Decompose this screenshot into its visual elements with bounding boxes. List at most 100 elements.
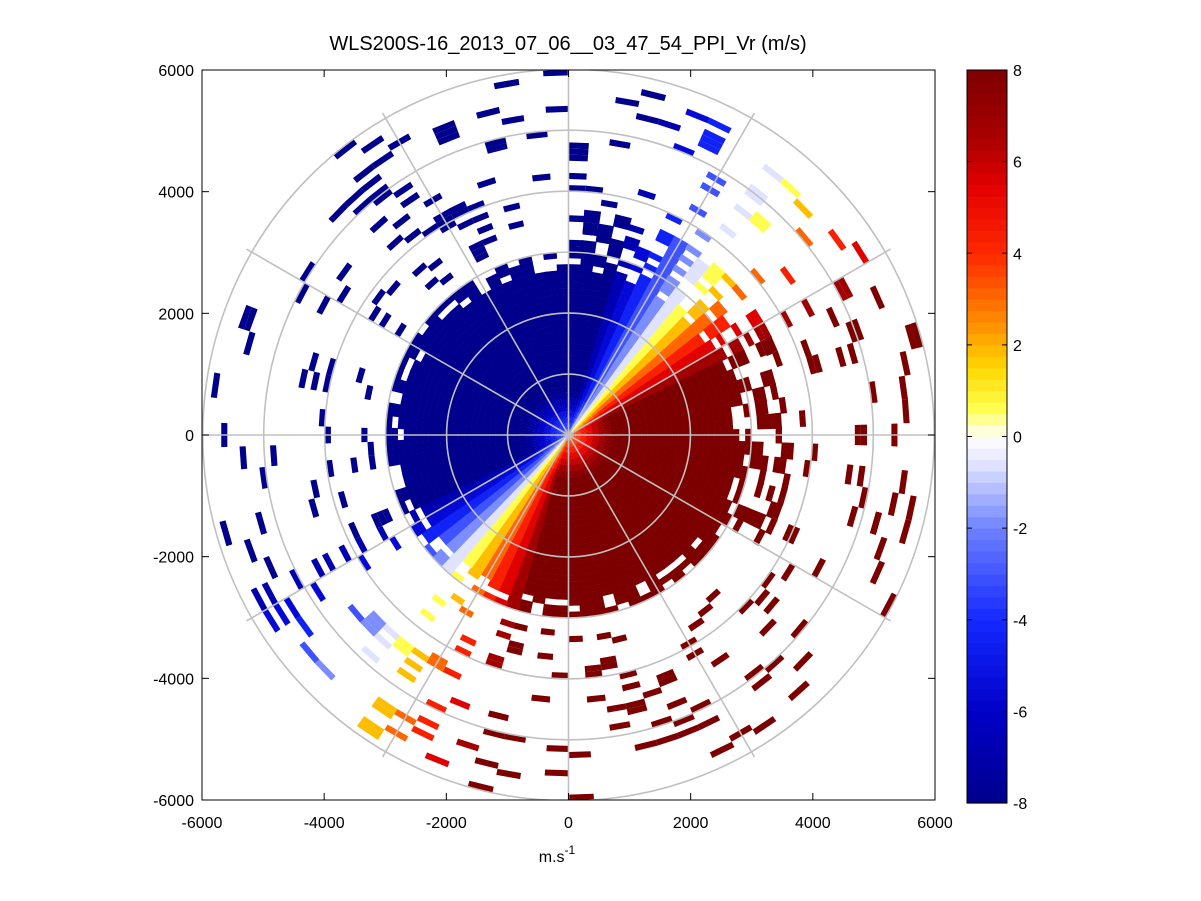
velocity-cell xyxy=(568,489,573,497)
velocity-cell xyxy=(547,499,555,507)
velocity-cell xyxy=(541,455,548,462)
velocity-cell xyxy=(704,339,717,354)
velocity-cell xyxy=(584,351,593,359)
colorbar-segment xyxy=(967,734,1007,747)
velocity-cell xyxy=(578,585,591,594)
colorbar-segment xyxy=(967,138,1007,151)
velocity-cell xyxy=(856,465,866,487)
velocity-cell xyxy=(756,441,764,457)
velocity-cell xyxy=(493,596,509,608)
velocity-cell xyxy=(567,611,582,619)
velocity-cell xyxy=(415,418,424,430)
velocity-cell xyxy=(792,651,814,672)
velocity-cell xyxy=(550,307,561,315)
velocity-cell xyxy=(664,492,675,504)
velocity-cell xyxy=(585,412,592,419)
velocity-cell xyxy=(609,237,626,248)
velocity-cell xyxy=(554,406,559,414)
colorbar-segment xyxy=(967,299,1007,312)
velocity-cell xyxy=(451,206,470,220)
velocity-cell xyxy=(635,278,650,291)
velocity-cell xyxy=(518,255,533,266)
velocity-cell xyxy=(546,459,553,467)
velocity-cell xyxy=(750,441,758,456)
velocity-cell xyxy=(586,450,593,456)
colorbar-segment xyxy=(967,195,1007,209)
velocity-cell xyxy=(449,696,471,710)
velocity-cell xyxy=(533,494,542,503)
velocity-cell xyxy=(456,217,475,231)
velocity-cell xyxy=(557,355,564,363)
velocity-cell xyxy=(581,408,587,416)
velocity-cell xyxy=(485,543,498,555)
velocity-cell xyxy=(243,307,258,332)
velocity-cell xyxy=(718,473,729,487)
velocity-cell xyxy=(497,381,507,391)
velocity-cell xyxy=(688,412,697,423)
velocity-cell xyxy=(562,343,569,350)
velocity-cell xyxy=(398,451,407,465)
velocity-cell xyxy=(583,395,589,403)
velocity-cell xyxy=(587,456,595,464)
velocity-cell xyxy=(716,396,725,410)
velocity-cell xyxy=(550,549,561,557)
velocity-cell xyxy=(587,339,596,348)
velocity-cell xyxy=(504,547,517,558)
velocity-cell xyxy=(461,400,471,410)
velocity-cell xyxy=(517,410,525,417)
velocity-cell xyxy=(442,666,462,681)
velocity-cell xyxy=(676,414,684,425)
velocity-cell xyxy=(742,376,753,392)
velocity-cell xyxy=(470,530,483,543)
velocity-cell xyxy=(514,443,522,449)
velocity-cell xyxy=(308,498,320,518)
velocity-cell xyxy=(578,414,584,421)
velocity-cell xyxy=(491,284,505,296)
velocity-cell xyxy=(584,441,592,446)
velocity-cell xyxy=(417,374,428,388)
velocity-cell xyxy=(561,386,566,393)
velocity-cell xyxy=(420,338,433,353)
velocity-cell xyxy=(585,427,593,431)
velocity-cell xyxy=(654,363,666,375)
velocity-cell xyxy=(368,455,377,470)
velocity-cell xyxy=(606,462,615,470)
velocity-cell xyxy=(580,436,587,439)
velocity-cell xyxy=(534,418,542,424)
velocity-cell xyxy=(582,446,588,452)
velocity-cell xyxy=(352,196,373,216)
velocity-cell xyxy=(590,469,598,477)
velocity-cell xyxy=(493,325,505,337)
velocity-cell xyxy=(561,477,566,484)
velocity-cell xyxy=(560,439,565,446)
velocity-cell xyxy=(563,495,569,503)
velocity-cell xyxy=(578,393,584,401)
velocity-cell xyxy=(629,331,641,342)
velocity-cell xyxy=(635,538,648,550)
velocity-cell xyxy=(537,451,545,458)
velocity-cell xyxy=(690,320,704,335)
velocity-cell xyxy=(652,419,660,427)
velocity-cell xyxy=(692,523,706,538)
velocity-cell xyxy=(585,440,592,445)
velocity-cell xyxy=(531,435,539,439)
velocity-cell xyxy=(589,455,596,462)
velocity-cell xyxy=(429,379,439,392)
velocity-cell xyxy=(630,289,644,301)
velocity-cell xyxy=(375,696,398,715)
velocity-cell xyxy=(557,419,563,426)
velocity-cell xyxy=(364,614,383,633)
velocity-cell xyxy=(584,403,591,411)
velocity-cell xyxy=(513,495,522,505)
velocity-cell xyxy=(474,526,487,538)
velocity-cell xyxy=(699,312,714,327)
velocity-cell xyxy=(556,412,562,419)
velocity-cell xyxy=(674,320,688,334)
velocity-cell xyxy=(582,445,589,451)
velocity-cell xyxy=(645,394,654,404)
velocity-cell xyxy=(732,503,744,519)
velocity-cell xyxy=(574,398,579,406)
velocity-cell xyxy=(601,448,609,455)
velocity-cell xyxy=(564,477,569,485)
velocity-cell xyxy=(578,462,584,470)
